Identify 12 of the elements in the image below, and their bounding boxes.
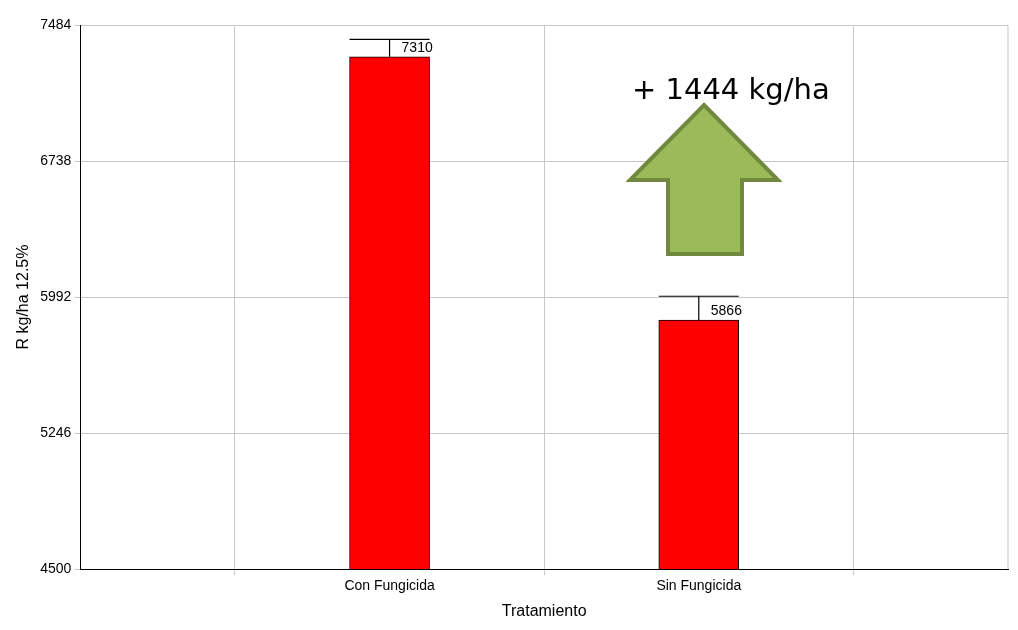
annotation: + 1444 kg/ha (632, 72, 830, 106)
x-tick-label: Sin Fungicida (656, 577, 742, 594)
y-tick-label: 7484 (40, 15, 72, 32)
x-tick-label: Con Fungicida (344, 577, 435, 594)
y-axis-title: R kg/ha 12.5% (14, 244, 32, 350)
y-tick-label: 5992 (40, 287, 72, 304)
y-tick-label: 5246 (40, 423, 72, 440)
data-label: 7310 (401, 38, 433, 55)
data-label: 5866 (710, 301, 743, 318)
y-tick-label: 6738 (40, 151, 72, 168)
y-tick-label: 4500 (40, 559, 72, 576)
x-axis-title: Tratamiento (501, 601, 587, 619)
